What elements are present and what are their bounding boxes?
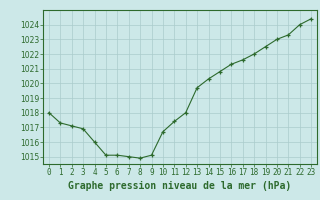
X-axis label: Graphe pression niveau de la mer (hPa): Graphe pression niveau de la mer (hPa) bbox=[68, 181, 292, 191]
